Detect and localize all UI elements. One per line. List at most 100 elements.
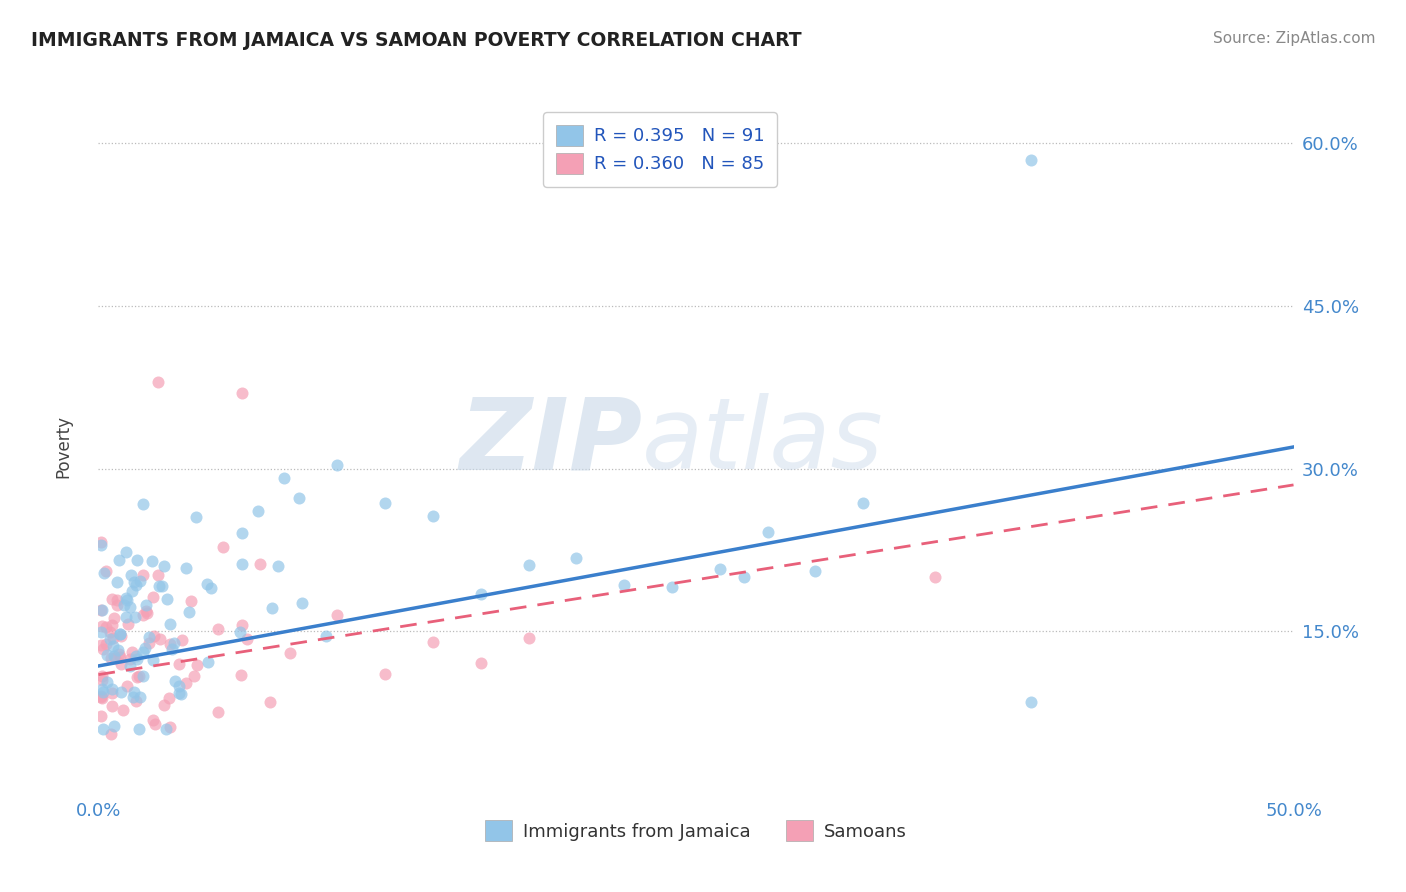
Point	[152, 578, 174, 592]
Point	[90, 625, 112, 640]
Point	[115, 592, 138, 607]
Point	[90, 638, 112, 652]
Point	[924, 570, 946, 584]
Point	[118, 651, 141, 665]
Point	[101, 639, 124, 653]
Point	[291, 596, 314, 610]
Point	[128, 668, 150, 682]
Text: atlas: atlas	[643, 393, 884, 490]
Point	[105, 592, 128, 607]
Point	[1019, 153, 1042, 167]
Point	[142, 713, 165, 727]
Point	[149, 632, 172, 646]
Point	[104, 651, 127, 665]
Point	[374, 496, 396, 510]
Point	[128, 722, 150, 736]
Point	[120, 659, 142, 673]
Point	[326, 458, 349, 472]
Point	[108, 647, 131, 661]
Point	[90, 619, 112, 633]
Point	[142, 653, 165, 667]
Point	[110, 629, 132, 643]
Point	[422, 508, 444, 523]
Point	[180, 593, 202, 607]
Point	[153, 559, 176, 574]
Point	[517, 558, 540, 572]
Point	[135, 598, 157, 612]
Point	[169, 679, 191, 693]
Point	[100, 726, 122, 740]
Point	[142, 629, 165, 643]
Point	[236, 632, 259, 646]
Point	[90, 537, 112, 551]
Point	[517, 632, 540, 646]
Point	[101, 685, 124, 699]
Point	[315, 629, 337, 643]
Legend: Immigrants from Jamaica, Samoans: Immigrants from Jamaica, Samoans	[478, 813, 914, 848]
Point	[138, 631, 160, 645]
Point	[90, 689, 112, 703]
Point	[157, 691, 180, 706]
Point	[105, 598, 128, 612]
Point	[155, 722, 177, 736]
Point	[177, 605, 200, 619]
Point	[804, 564, 827, 578]
Point	[93, 566, 115, 581]
Point	[93, 641, 115, 656]
Point	[326, 607, 349, 622]
Point	[170, 687, 193, 701]
Point	[135, 604, 157, 618]
Point	[852, 496, 875, 510]
Point	[200, 581, 222, 595]
Point	[114, 545, 136, 559]
Point	[470, 587, 492, 601]
Point	[90, 681, 112, 696]
Point	[231, 557, 253, 571]
Point	[756, 524, 779, 539]
Point	[110, 657, 132, 672]
Point	[134, 640, 156, 655]
Text: ZIP: ZIP	[460, 393, 643, 490]
Point	[156, 592, 179, 607]
Point	[103, 611, 125, 625]
Point	[733, 570, 755, 584]
Point	[125, 694, 148, 708]
Point	[110, 685, 132, 699]
Point	[231, 526, 253, 541]
Point	[167, 657, 190, 672]
Point	[101, 592, 124, 607]
Point	[101, 631, 124, 645]
Point	[131, 496, 153, 510]
Point	[148, 579, 170, 593]
Point	[127, 652, 149, 666]
Point	[163, 636, 186, 650]
Point	[197, 655, 219, 669]
Point	[170, 633, 193, 648]
Point	[101, 698, 124, 713]
Point	[90, 669, 112, 683]
Point	[143, 717, 166, 731]
Point	[101, 618, 124, 632]
Point	[129, 690, 152, 705]
Point	[96, 648, 118, 662]
Point	[661, 580, 683, 594]
Point	[91, 685, 114, 699]
Point	[103, 648, 125, 663]
Point	[247, 504, 270, 518]
Point	[186, 657, 208, 672]
Point	[422, 635, 444, 649]
Point	[167, 686, 190, 700]
Point	[565, 551, 588, 566]
Point	[287, 491, 309, 506]
Point	[114, 598, 136, 612]
Point	[127, 670, 149, 684]
Point	[1019, 695, 1042, 709]
Text: Source: ZipAtlas.com: Source: ZipAtlas.com	[1212, 31, 1375, 46]
Text: Poverty: Poverty	[55, 415, 72, 477]
Point	[162, 642, 184, 657]
Point	[174, 676, 197, 690]
Point	[153, 698, 176, 713]
Point	[231, 385, 253, 400]
Point	[90, 535, 112, 549]
Point	[108, 650, 131, 665]
